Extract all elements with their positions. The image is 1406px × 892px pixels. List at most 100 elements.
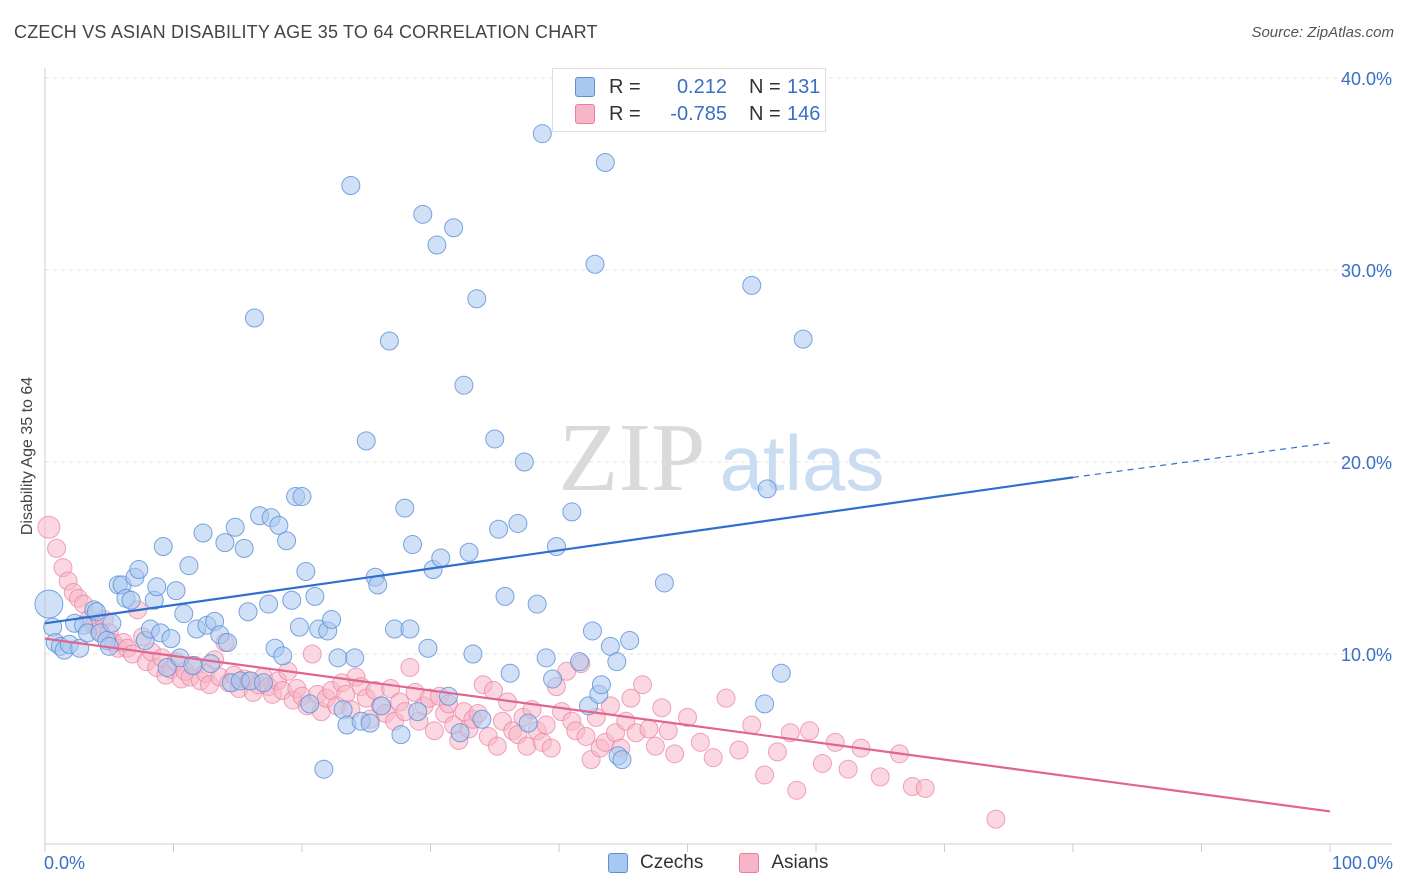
asian-point [812, 753, 832, 773]
asian-point [536, 715, 556, 735]
asian-point [986, 809, 1006, 829]
asian-point [703, 748, 723, 768]
czech-point [620, 631, 640, 651]
czech-trend-extension [1072, 442, 1331, 478]
czech-point [536, 648, 556, 668]
czech-point [391, 725, 411, 745]
legend-r-label: R = [609, 75, 641, 98]
czech-point [485, 429, 505, 449]
czech-point [431, 548, 451, 568]
grid-lines [45, 77, 1392, 655]
czech-point [174, 604, 194, 624]
asian-swatch [575, 104, 595, 124]
czech-point [585, 254, 605, 274]
asian-point [424, 721, 444, 741]
czech-point [238, 602, 258, 622]
czech-point [225, 517, 245, 537]
czech-point [121, 590, 141, 610]
tick-labels: 10.0% 20.0% 30.0% 40.0% 0.0% 100.0% [44, 69, 1393, 873]
legend-label-czechs: Czechs [640, 852, 704, 873]
czech-point [582, 621, 602, 641]
czech-point [292, 487, 312, 507]
czech-swatch [575, 77, 595, 97]
czech-point [282, 590, 302, 610]
czech-point [438, 686, 458, 706]
asian-point [742, 715, 762, 735]
czech-point [153, 536, 173, 556]
czech-point [345, 648, 365, 668]
czech-point [147, 577, 167, 597]
legend-row-czechs: R = 0.212 N = 131 [575, 75, 820, 99]
czech-point [102, 613, 122, 633]
czech-point [400, 619, 420, 639]
asian-point [576, 727, 596, 747]
y-tick-label: 20.0% [1341, 453, 1392, 473]
asian-point [755, 765, 775, 785]
czech-point [341, 176, 361, 196]
czech-point [129, 560, 149, 580]
asian-point [47, 538, 67, 558]
czech-swatch [608, 853, 628, 873]
czech-point [34, 589, 64, 619]
asian-point [678, 707, 697, 727]
czech-point [591, 675, 611, 695]
czech-point [467, 289, 487, 309]
asian-trend-line [44, 637, 1331, 813]
asian-point [690, 732, 710, 752]
asian-point [400, 657, 420, 677]
czech-point [500, 663, 520, 683]
czech-point [562, 502, 582, 522]
czech-point [314, 759, 334, 779]
czech-point [570, 652, 590, 672]
czech-point [166, 581, 186, 601]
czech-point [328, 648, 348, 668]
czech-point [300, 694, 320, 714]
czech-point [459, 542, 479, 562]
asian-point [302, 644, 322, 664]
czech-point [86, 602, 106, 622]
czech-point [495, 586, 515, 606]
czech-point [463, 644, 483, 664]
czech-point [157, 657, 177, 677]
legend-n-label: N = [749, 75, 781, 98]
legend-item-asians[interactable]: Asians [739, 852, 828, 874]
czech-point [289, 617, 309, 637]
czech-point [201, 654, 221, 674]
y-tick-label: 30.0% [1341, 261, 1392, 281]
czech-point [277, 531, 297, 551]
czech-point [612, 750, 632, 770]
czech-point [757, 479, 777, 499]
asian-point [37, 515, 61, 539]
asian-point [621, 688, 641, 708]
czech-point [527, 594, 547, 614]
asian-point [915, 778, 935, 798]
czech-point [489, 519, 509, 539]
czech-point [161, 629, 181, 649]
czech-point [179, 556, 199, 576]
y-tick-label: 10.0% [1341, 645, 1392, 665]
czech-point [372, 696, 392, 716]
czech-point [444, 218, 464, 238]
trend-lines [44, 442, 1331, 813]
asian-point [652, 698, 672, 718]
czech-point [356, 431, 376, 451]
asian-point [716, 688, 736, 708]
czech-point [771, 663, 791, 683]
czech-point [413, 204, 433, 224]
asian-point [645, 736, 665, 756]
y-tick-label: 40.0% [1341, 69, 1392, 89]
legend-row-asians: R = -0.785 N = 146 [575, 102, 820, 126]
legend-r-value: 0.212 [676, 75, 727, 98]
czech-point [454, 375, 474, 395]
asian-point [665, 744, 685, 764]
axes [44, 68, 1392, 852]
asian-point [658, 721, 678, 741]
legend-item-czechs[interactable]: Czechs [608, 852, 703, 874]
czech-point [450, 723, 470, 743]
czech-point [418, 638, 438, 658]
czech-point [253, 673, 273, 693]
asian-point [633, 675, 653, 695]
asian-point [487, 736, 507, 756]
czech-point [532, 124, 552, 144]
czech-point [742, 275, 762, 295]
